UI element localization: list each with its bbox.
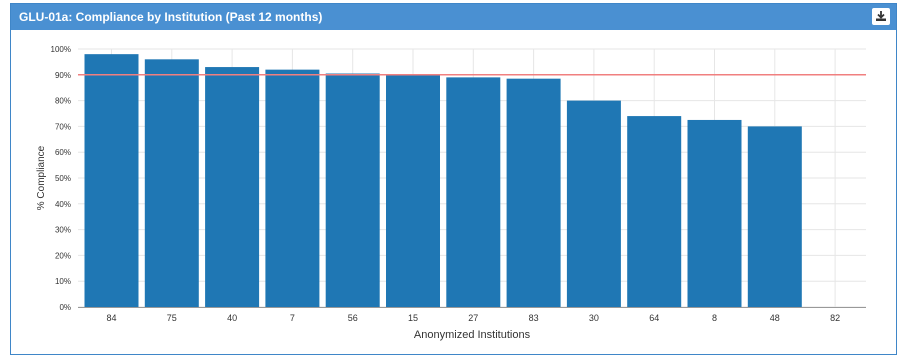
bar-institution-30[interactable] [566, 100, 621, 307]
bar-institution-48[interactable] [747, 126, 802, 308]
y-tick-label: 50% [55, 174, 71, 183]
x-tick-label: 8 [712, 313, 717, 323]
y-tick-label: 30% [55, 226, 71, 235]
x-tick-label: 64 [649, 313, 659, 323]
x-tick-label: 40 [227, 313, 237, 323]
bar-institution-75[interactable] [144, 59, 199, 307]
bar-institution-56[interactable] [325, 73, 380, 307]
x-tick-label: 15 [408, 313, 418, 323]
x-tick-label: 82 [830, 313, 840, 323]
bar-institution-15[interactable] [386, 74, 440, 307]
bar-institution-64[interactable] [627, 116, 682, 307]
bar-institution-40[interactable] [205, 67, 260, 307]
x-tick-label: 27 [468, 313, 478, 323]
y-tick-label: 70% [55, 122, 71, 131]
x-tick-label: 30 [589, 313, 599, 323]
panel-header: GLU-01a: Compliance by Institution (Past… [11, 4, 896, 30]
y-tick-label: 10% [55, 277, 71, 286]
x-tick-label: 7 [290, 313, 295, 323]
download-icon [876, 11, 886, 21]
bar-institution-7[interactable] [265, 69, 320, 307]
x-tick-label: 48 [770, 313, 780, 323]
bar-institution-84[interactable] [84, 54, 139, 307]
y-tick-label: 20% [55, 251, 71, 260]
bar-institution-27[interactable] [446, 77, 501, 307]
x-tick-label: 56 [348, 313, 358, 323]
panel-title: GLU-01a: Compliance by Institution (Past… [19, 10, 323, 24]
bar-institution-83[interactable] [506, 78, 561, 307]
x-tick-labels: 84 75 40 7 56 15 27 83 30 64 8 48 82 [106, 313, 840, 323]
y-tick-label: 100% [51, 45, 71, 54]
y-axis-label: % Compliance [36, 145, 47, 210]
download-button[interactable] [872, 8, 890, 25]
bar-institution-8[interactable] [687, 119, 742, 307]
bars [84, 54, 802, 308]
x-tick-label: 83 [529, 313, 539, 323]
y-tick-label: 60% [55, 148, 71, 157]
y-tick-label: 40% [55, 200, 71, 209]
y-tick-label: 80% [55, 97, 71, 106]
y-tick-label: 90% [55, 71, 71, 80]
x-axis-label: Anonymized Institutions [414, 329, 531, 341]
x-tick-label: 75 [167, 313, 177, 323]
y-tick-label: 0% [59, 303, 71, 312]
x-tick-label: 84 [106, 313, 116, 323]
y-tick-labels: 0% 10% 20% 30% 40% 50% 60% 70% 80% 90% 100% [51, 45, 71, 312]
